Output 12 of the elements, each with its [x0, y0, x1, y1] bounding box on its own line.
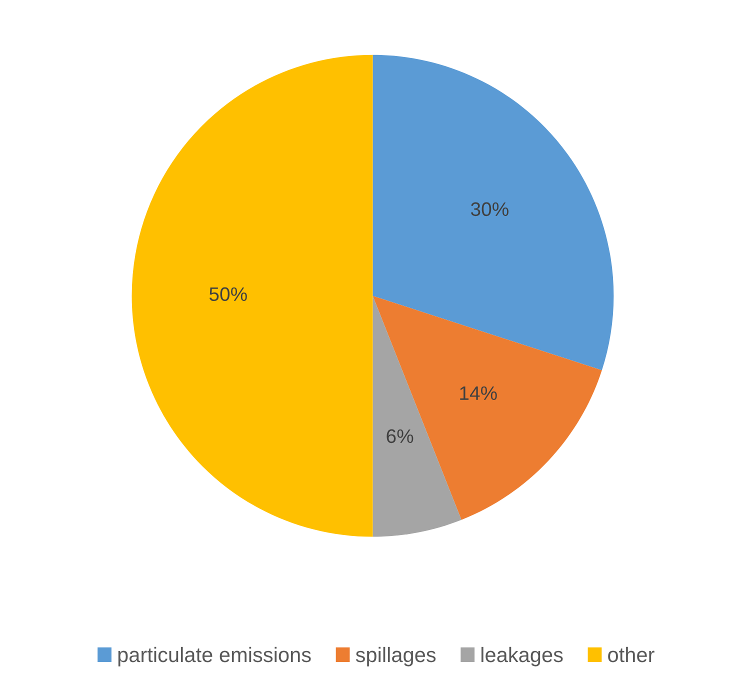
- data-label: 50%: [209, 287, 247, 302]
- legend-label: spillages: [356, 646, 436, 666]
- legend-label: particulate emissions: [118, 646, 311, 666]
- pie-slice: [372, 54, 614, 370]
- pie-slice: [132, 54, 373, 537]
- data-label: 30%: [470, 202, 508, 216]
- data-label: 6%: [386, 429, 414, 444]
- data-label: 14%: [460, 386, 497, 400]
- legend-label: leakages: [482, 646, 563, 666]
- pie-slice: [372, 296, 462, 537]
- pie-slice: [372, 296, 602, 520]
- legend-label: other: [608, 646, 654, 662]
